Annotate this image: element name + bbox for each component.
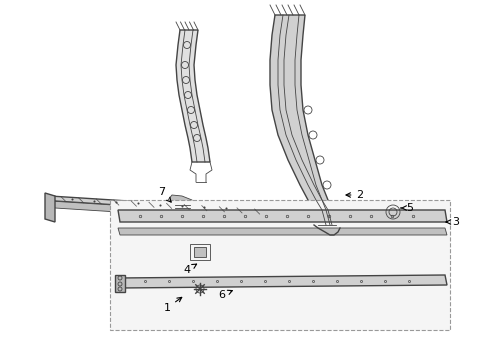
Polygon shape — [50, 196, 275, 215]
Polygon shape — [118, 275, 447, 288]
Polygon shape — [118, 210, 447, 222]
Text: 4: 4 — [183, 264, 196, 275]
Text: 3: 3 — [446, 217, 460, 227]
Bar — [194, 247, 206, 257]
Text: 1: 1 — [164, 297, 182, 313]
Polygon shape — [115, 275, 125, 292]
Polygon shape — [270, 15, 336, 225]
Text: 2: 2 — [346, 190, 364, 200]
Text: 7: 7 — [158, 187, 171, 202]
Polygon shape — [118, 228, 447, 235]
Polygon shape — [45, 193, 55, 222]
Polygon shape — [50, 201, 275, 222]
Text: 5: 5 — [401, 203, 414, 213]
Text: 6: 6 — [219, 290, 232, 300]
Polygon shape — [168, 195, 195, 215]
Bar — [190, 244, 210, 260]
Bar — [110, 200, 450, 330]
Polygon shape — [176, 30, 210, 162]
